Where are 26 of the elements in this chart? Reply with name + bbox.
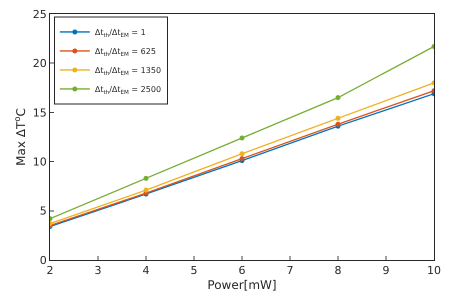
legend-label: Δt$_{th}$/Δt$_{EM}$ = 1 — [94, 28, 146, 39]
point — [144, 176, 148, 181]
legend-label: Δt$_{th}$/Δt$_{EM}$ = 1350 — [94, 66, 162, 77]
point — [336, 116, 340, 121]
x-tick-label: 5 — [190, 264, 198, 278]
x-axis-title: Power[mW] — [207, 278, 277, 292]
x-tick-label: 8 — [334, 264, 342, 278]
x-tick-label: 7 — [286, 264, 294, 278]
y-tick-label: 20 — [32, 57, 47, 70]
x-tick-label: 2 — [46, 264, 54, 278]
point — [144, 188, 148, 193]
legend-label: Δt$_{th}$/Δt$_{EM}$ = 2500 — [94, 85, 162, 96]
point — [240, 135, 244, 140]
y-tick-label: 15 — [32, 106, 47, 120]
y-tick-label: 25 — [32, 8, 47, 21]
x-tick-label: 3 — [94, 264, 102, 278]
x-tick-label: 6 — [238, 264, 246, 278]
x-tick-label: 10 — [427, 264, 441, 278]
point — [336, 95, 340, 100]
point — [240, 151, 244, 156]
y-tick-label: 10 — [32, 155, 47, 168]
legend-label: Δt$_{th}$/Δt$_{EM}$ = 625 — [94, 47, 156, 58]
x-tick-label: 9 — [382, 264, 390, 278]
y-tick-label: 5 — [40, 204, 47, 218]
x-tick-label: 4 — [142, 264, 150, 278]
y-tick-label: 0 — [40, 254, 47, 267]
